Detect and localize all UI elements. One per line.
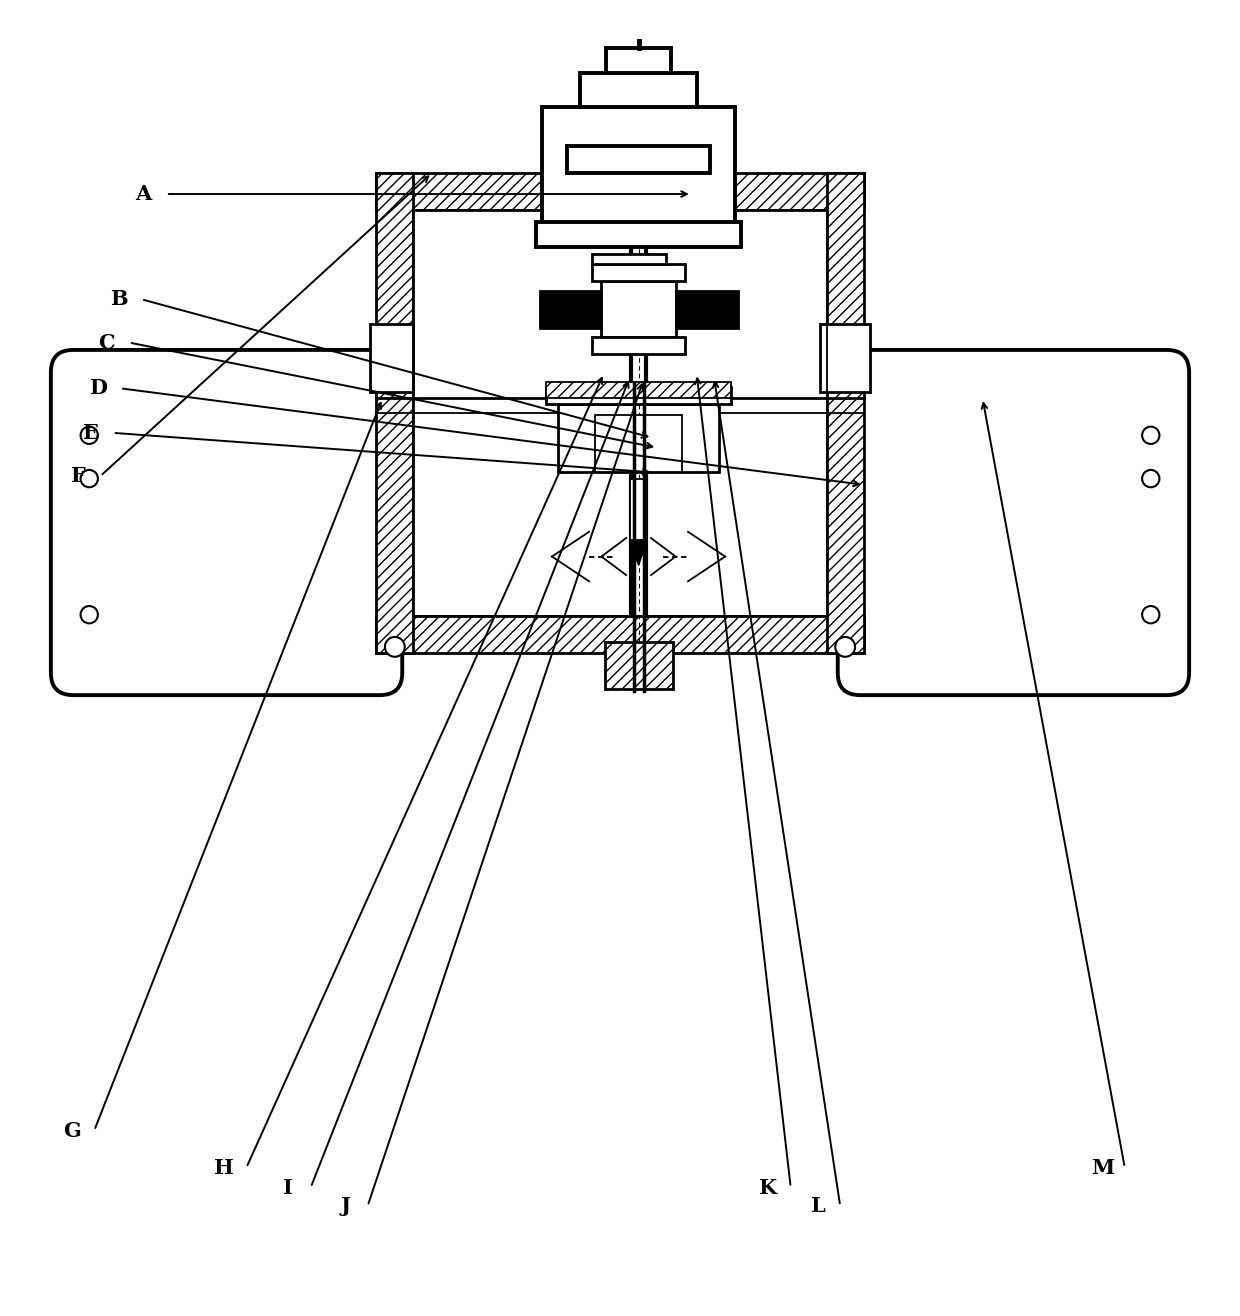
Circle shape [1142,426,1159,443]
Text: F: F [71,466,86,486]
FancyBboxPatch shape [51,350,402,695]
Text: D: D [89,378,107,399]
Text: G: G [63,1121,81,1141]
Bar [601,282,676,337]
Text: A: A [135,184,151,204]
Circle shape [684,299,704,318]
Text: M: M [1091,1158,1114,1178]
Text: L: L [811,1196,826,1216]
Bar [558,404,719,472]
Text: J: J [341,1196,350,1216]
Circle shape [81,426,98,443]
Bar [593,337,684,354]
FancyBboxPatch shape [838,350,1189,695]
Bar [546,387,732,404]
Bar [568,146,709,172]
Bar [605,642,672,690]
Bar [376,616,864,653]
Polygon shape [630,541,647,565]
Circle shape [384,637,404,657]
Bar [69,386,1171,436]
Bar [539,291,601,328]
Text: C: C [98,333,115,353]
Circle shape [1142,470,1159,487]
Bar [370,324,413,392]
Circle shape [836,637,856,657]
Bar [630,479,647,541]
Circle shape [573,299,593,318]
Text: E: E [83,422,98,442]
Bar [593,265,684,282]
Bar [546,382,732,399]
Bar [593,254,666,265]
Text: I: I [284,1178,294,1198]
Circle shape [81,607,98,624]
Text: B: B [110,290,128,309]
Bar [537,222,740,247]
Circle shape [1142,607,1159,624]
Bar [413,211,827,616]
Bar [827,172,864,653]
Bar [376,172,864,211]
Bar [606,49,671,72]
Bar [595,415,682,472]
Bar [580,72,697,108]
Circle shape [81,470,98,487]
Text: K: K [759,1178,777,1198]
Bar [542,108,735,225]
Bar [376,172,413,653]
Text: H: H [215,1158,234,1178]
Bar [821,324,870,392]
Bar [676,291,738,328]
Bar [558,384,719,404]
